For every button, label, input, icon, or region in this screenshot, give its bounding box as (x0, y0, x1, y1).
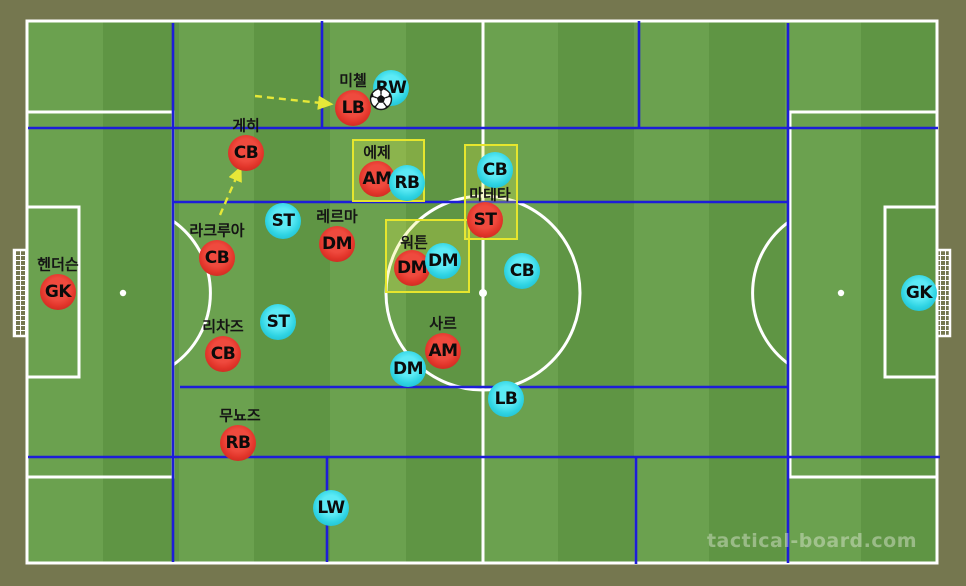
player-name-label: 리차즈 (202, 317, 244, 336)
player-cyan-lw[interactable]: LW (313, 490, 349, 526)
player-red-am[interactable]: AM (359, 161, 395, 197)
player-name-label: 게히 (232, 116, 260, 135)
watermark: tactical-board.com (706, 530, 917, 552)
player-cyan-cb[interactable]: CB (504, 253, 540, 289)
player-red-am[interactable]: AM (425, 333, 461, 369)
player-cyan-dm[interactable]: DM (425, 243, 461, 279)
player-red-cb[interactable]: CB (205, 336, 241, 372)
player-name-label: 워튼 (400, 233, 428, 252)
player-red-dm[interactable]: DM (319, 226, 355, 262)
player-red-lb[interactable]: LB (335, 90, 371, 126)
goal-right (935, 248, 952, 338)
player-name-label: 레르마 (316, 207, 358, 226)
player-cyan-st[interactable]: ST (260, 304, 296, 340)
player-name-label: 헨더슨 (37, 255, 79, 274)
player-name-label: 미첼 (339, 71, 367, 90)
player-red-rb[interactable]: RB (220, 425, 256, 461)
player-red-gk[interactable]: GK (40, 274, 76, 310)
soccer-ball[interactable] (369, 87, 393, 111)
player-cyan-lb[interactable]: LB (488, 381, 524, 417)
player-red-dm[interactable]: DM (394, 250, 430, 286)
player-red-cb[interactable]: CB (228, 135, 264, 171)
player-name-label: 무뇨즈 (219, 406, 261, 425)
goal-left (12, 248, 29, 338)
player-red-st[interactable]: ST (467, 202, 503, 238)
player-name-label: 마테타 (469, 185, 511, 204)
player-red-cb[interactable]: CB (199, 240, 235, 276)
player-cyan-rb[interactable]: RB (389, 165, 425, 201)
player-name-label: 사르 (429, 314, 457, 333)
player-cyan-cb[interactable]: CB (477, 152, 513, 188)
player-cyan-st[interactable]: ST (265, 203, 301, 239)
player-name-label: 에제 (363, 143, 391, 162)
player-name-label: 라크루아 (189, 221, 245, 240)
movement-arrow[interactable] (218, 165, 242, 216)
movement-arrow[interactable] (254, 94, 334, 110)
player-cyan-dm[interactable]: DM (390, 351, 426, 387)
player-cyan-gk[interactable]: GK (901, 275, 937, 311)
